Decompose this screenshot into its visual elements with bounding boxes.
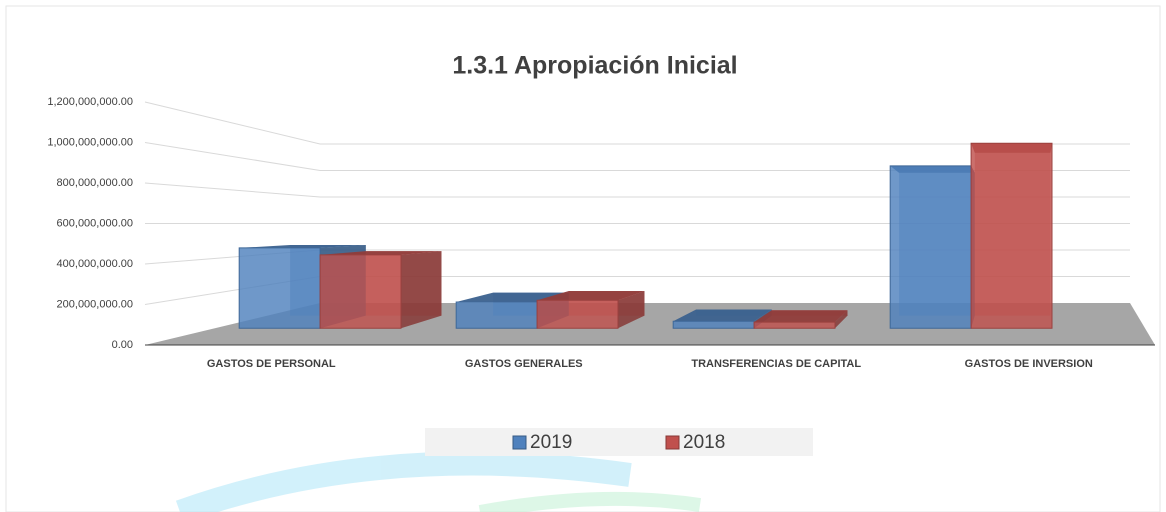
bar-top bbox=[673, 309, 772, 322]
x-tick-label: GASTOS GENERALES bbox=[465, 358, 583, 370]
y-tick-label: 600,000,000.00 bbox=[57, 217, 133, 229]
bar-side bbox=[401, 251, 442, 329]
y-tick-label: 200,000,000.00 bbox=[57, 298, 133, 310]
bar-front bbox=[970, 142, 1053, 329]
x-tick-label: TRANSFERENCIAS DE CAPITAL bbox=[691, 358, 861, 370]
bar-top bbox=[754, 310, 848, 323]
chart-title: 1.3.1 Apropiación Inicial bbox=[452, 52, 737, 80]
bar bbox=[319, 251, 442, 329]
legend-box bbox=[425, 428, 813, 456]
bar-top bbox=[239, 244, 366, 248]
bar-side bbox=[618, 291, 645, 329]
y-tick-label: 800,000,000.00 bbox=[57, 177, 133, 189]
swirl bbox=[478, 491, 702, 512]
legend-swatch bbox=[665, 435, 680, 450]
bar-front bbox=[455, 301, 538, 329]
bar bbox=[753, 310, 848, 329]
swirl bbox=[175, 451, 632, 512]
bar-front bbox=[319, 254, 402, 329]
grid-line bbox=[144, 182, 1130, 198]
y-tick-label: 0.00 bbox=[112, 339, 133, 351]
y-tick-label: 1,200,000,000.00 bbox=[47, 96, 133, 108]
bar bbox=[536, 291, 645, 329]
grid-line bbox=[144, 142, 1130, 171]
legend-label: 2018 bbox=[683, 432, 725, 453]
legend-swatch bbox=[512, 435, 527, 450]
bar-front bbox=[672, 320, 755, 329]
bar bbox=[970, 142, 1053, 329]
bar-top bbox=[537, 291, 645, 301]
x-tick-label: GASTOS DE PERSONAL bbox=[207, 358, 336, 370]
bar-front bbox=[753, 321, 836, 329]
bar-side bbox=[835, 310, 848, 329]
legend-label: 2019 bbox=[530, 432, 572, 453]
y-tick-label: 400,000,000.00 bbox=[57, 258, 133, 270]
bar-front bbox=[889, 165, 972, 329]
plot-area: 0.00 200,000,000.00 400,000,000.00 600,000,… bbox=[47, 96, 1155, 370]
x-tick-label: GASTOS DE INVERSION bbox=[965, 358, 1093, 370]
bar-top bbox=[320, 251, 442, 255]
bar bbox=[889, 165, 975, 329]
bar-front bbox=[238, 247, 321, 329]
bar bbox=[672, 309, 772, 329]
bar-front bbox=[536, 299, 619, 329]
y-tick-label: 1,000,000,000.00 bbox=[47, 136, 133, 148]
legend: 2019 2018 bbox=[512, 432, 725, 453]
background-decoration bbox=[175, 451, 702, 512]
grid-line bbox=[144, 101, 1130, 145]
